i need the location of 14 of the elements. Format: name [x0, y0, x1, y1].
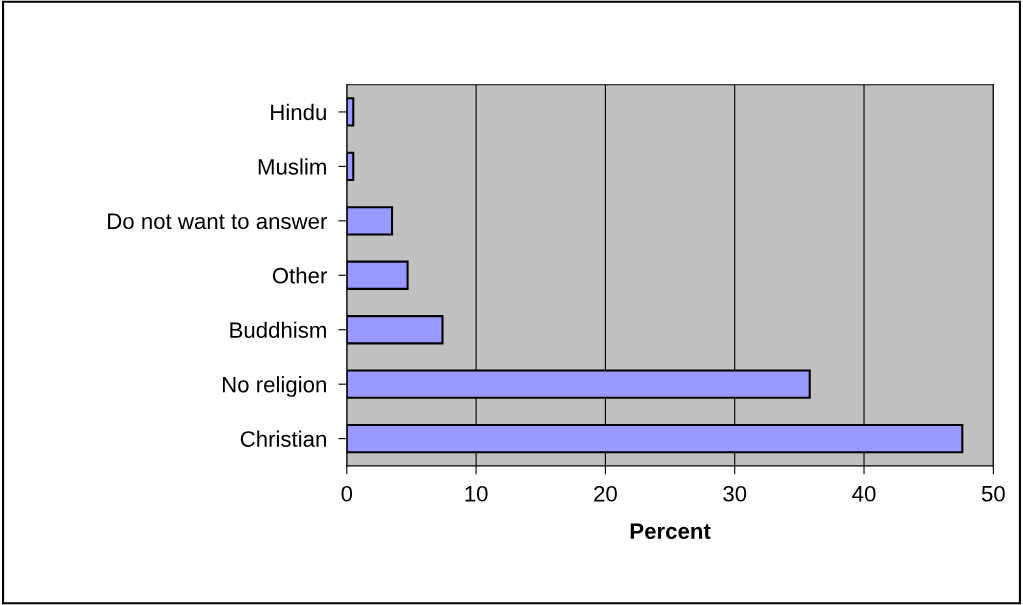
y-tick-label: Muslim	[258, 158, 326, 175]
x-tick-label: 30	[723, 485, 747, 502]
y-tick-label: No religion	[222, 376, 326, 397]
y-tick-label: Hindu	[271, 103, 326, 121]
y-tick-label: Christian	[240, 430, 326, 447]
y-tick-label: Other	[272, 267, 327, 284]
y-tick-label: Buddhism	[230, 321, 326, 338]
x-tick-label: 20	[594, 485, 617, 502]
x-tick-label: 40	[852, 485, 876, 502]
x-tick-label: 50	[981, 485, 1005, 502]
y-tick-label: Do not want to answer	[108, 213, 327, 230]
x-tick-label: 10	[465, 485, 488, 502]
x-axis-title: Percent	[630, 523, 711, 539]
x-tick-label: 0	[341, 485, 353, 502]
